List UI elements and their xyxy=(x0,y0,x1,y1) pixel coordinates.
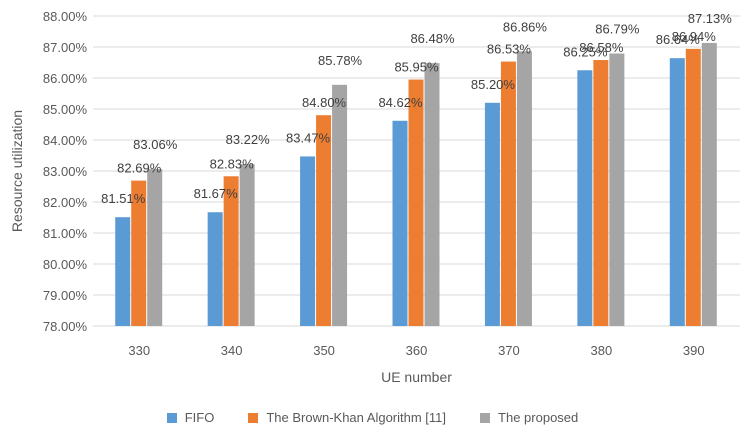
data-label: 83.47% xyxy=(286,130,331,145)
x-tick-label: 360 xyxy=(406,343,428,358)
y-tick-label: 81.00% xyxy=(43,226,88,241)
legend-item-fifo: FIFO xyxy=(166,410,215,425)
x-tick-label: 380 xyxy=(591,343,613,358)
bar xyxy=(484,102,500,326)
bars xyxy=(115,42,717,327)
data-label: 82.83% xyxy=(210,156,255,171)
y-tick-label: 88.00% xyxy=(43,9,88,24)
bar xyxy=(516,51,532,327)
bar xyxy=(577,70,593,326)
y-tick-label: 78.00% xyxy=(43,319,88,334)
bar xyxy=(609,53,625,326)
bar xyxy=(701,42,717,326)
data-label: 87.13% xyxy=(688,11,733,26)
legend-label: The Brown-Khan Algorithm [11] xyxy=(266,410,447,425)
bar xyxy=(316,115,332,326)
bar xyxy=(593,60,609,327)
legend-item-proposed: The proposed xyxy=(480,410,578,425)
bar xyxy=(147,169,163,326)
y-tick-label: 87.00% xyxy=(43,40,88,55)
data-labels: 81.51% 82.69% 83.06% 81.67% 82.83% 83.22% 83.4… xyxy=(101,11,732,206)
y-tick-label: 85.00% xyxy=(43,102,88,117)
data-label: 84.62% xyxy=(378,95,423,110)
bar-chart: 78.00% 79.00% 80.00% 81.00% 82.00% 83.00% 84.0… xyxy=(9,9,740,385)
x-axis-title: UE number xyxy=(381,369,452,385)
data-label: 86.64% xyxy=(656,32,701,47)
bar xyxy=(207,212,223,326)
bar xyxy=(115,217,131,326)
data-label: 86.53% xyxy=(487,42,532,57)
legend: FIFO The Brown-Khan Algorithm [11] The p… xyxy=(0,410,745,425)
legend-swatch xyxy=(480,412,491,423)
y-tick-label: 84.00% xyxy=(43,133,88,148)
bar xyxy=(500,61,516,326)
data-label: 85.78% xyxy=(318,53,363,68)
data-label: 84.80% xyxy=(302,95,347,110)
x-tick-label: 390 xyxy=(683,343,705,358)
data-label: 86.79% xyxy=(595,22,640,37)
x-tick-label: 340 xyxy=(221,343,243,358)
bar xyxy=(669,58,685,326)
x-tick-label: 350 xyxy=(313,343,335,358)
y-tick-label: 79.00% xyxy=(43,288,88,303)
data-label: 85.95% xyxy=(394,60,439,75)
y-tick-label: 83.00% xyxy=(43,164,88,179)
x-tick-label: 330 xyxy=(128,343,150,358)
bar xyxy=(332,84,348,326)
bar xyxy=(408,79,424,326)
legend-swatch xyxy=(248,412,259,423)
bar xyxy=(131,180,147,326)
data-label: 83.22% xyxy=(226,132,271,147)
legend-label: FIFO xyxy=(184,410,215,425)
y-axis-ticks: 78.00% 79.00% 80.00% 81.00% 82.00% 83.00% 84.0… xyxy=(43,9,88,334)
data-label: 81.51% xyxy=(101,191,146,206)
bar xyxy=(223,176,239,326)
data-label: 86.86% xyxy=(503,19,548,34)
x-axis-ticks: 330 340 350 360 370 380 390 xyxy=(128,343,704,358)
data-label: 86.25% xyxy=(563,44,608,59)
bar xyxy=(239,164,255,326)
legend-swatch xyxy=(166,412,177,423)
data-label: 86.94% xyxy=(672,29,717,44)
x-tick-label: 370 xyxy=(498,343,520,358)
bar xyxy=(392,120,408,326)
legend-label: The proposed xyxy=(498,410,579,425)
bar xyxy=(685,48,701,327)
bar xyxy=(424,63,440,327)
data-label: 81.67% xyxy=(194,186,239,201)
y-tick-label: 80.00% xyxy=(43,257,88,272)
data-label: 86.58% xyxy=(579,40,624,55)
data-label: 82.69% xyxy=(117,161,162,176)
data-label: 85.20% xyxy=(471,77,516,92)
data-label: 86.48% xyxy=(410,31,455,46)
y-axis-title: Resource utilization xyxy=(9,110,25,232)
y-tick-label: 86.00% xyxy=(43,71,88,86)
legend-item-brown-khan: The Brown-Khan Algorithm [11] xyxy=(248,410,446,425)
y-tick-label: 82.00% xyxy=(43,195,88,210)
bar xyxy=(300,156,316,326)
data-label: 83.06% xyxy=(133,137,178,152)
